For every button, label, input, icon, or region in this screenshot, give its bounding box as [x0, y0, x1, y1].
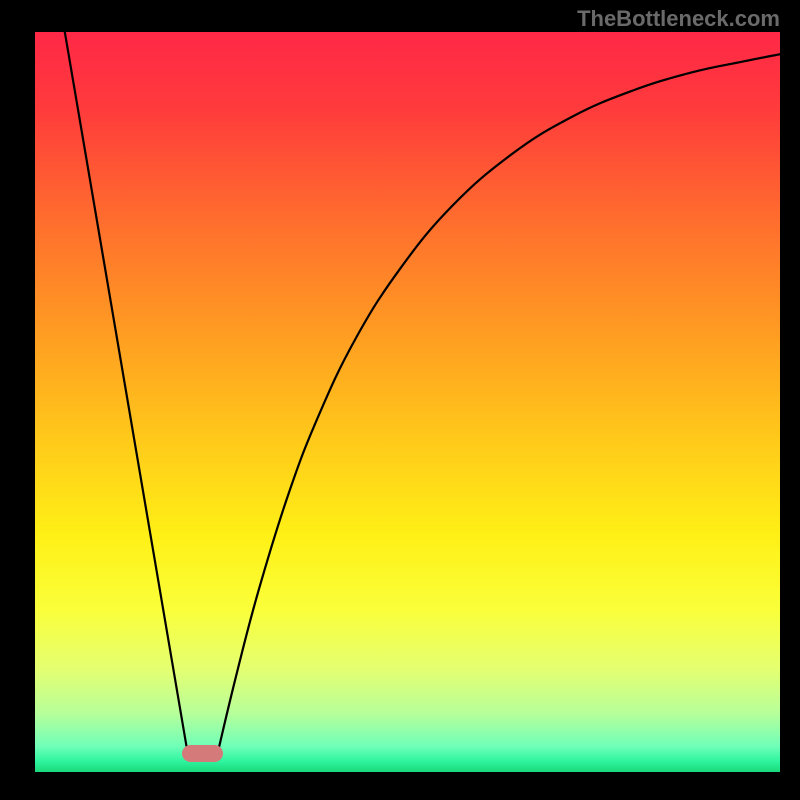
watermark-text: TheBottleneck.com [577, 6, 780, 32]
chart-container: TheBottleneck.com [0, 0, 800, 800]
bottleneck-marker [182, 745, 223, 761]
gradient-background [35, 32, 780, 772]
plot-area [35, 32, 780, 772]
